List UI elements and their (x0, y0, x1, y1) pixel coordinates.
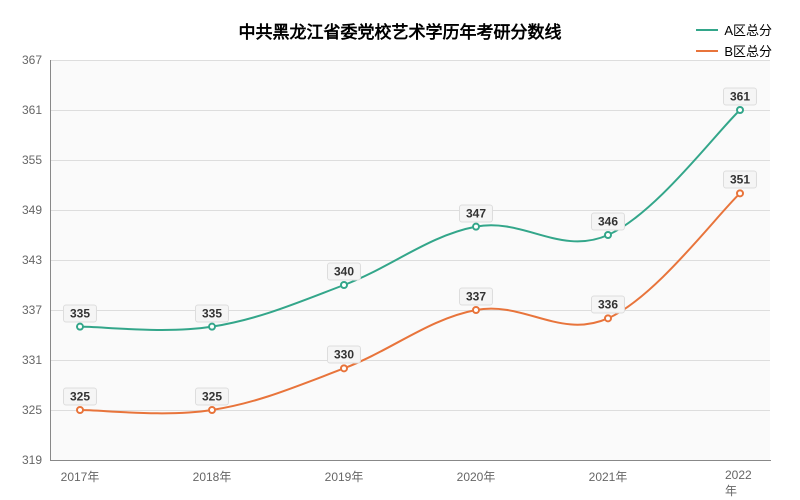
data-label: 336 (591, 296, 625, 314)
y-tick-label: 325 (12, 403, 42, 417)
series-marker (209, 324, 215, 330)
series-marker (737, 190, 743, 196)
data-label: 335 (195, 304, 229, 322)
x-tick-label: 2020年 (457, 468, 496, 485)
x-tick-label: 2019年 (325, 468, 364, 485)
x-tick-label: 2022年 (725, 468, 755, 499)
series-marker (341, 282, 347, 288)
data-label: 330 (327, 346, 361, 364)
legend-label-a: A区总分 (724, 20, 772, 39)
y-tick-label: 355 (12, 153, 42, 167)
series-marker (209, 407, 215, 413)
series-marker (473, 224, 479, 230)
chart-title: 中共黑龙江省委党校艺术学历年考研分数线 (0, 18, 800, 43)
data-label: 347 (459, 204, 493, 222)
legend-item-b: B区总分 (696, 41, 772, 60)
x-tick-label: 2017年 (61, 468, 100, 485)
data-label: 351 (723, 171, 757, 189)
series-marker (605, 315, 611, 321)
data-label: 346 (591, 213, 625, 231)
legend: A区总分 B区总分 (696, 20, 772, 62)
series-marker (605, 232, 611, 238)
legend-label-b: B区总分 (724, 41, 772, 60)
series-marker (473, 307, 479, 313)
y-tick-label: 343 (12, 253, 42, 267)
gridline (50, 460, 770, 461)
y-tick-label: 331 (12, 353, 42, 367)
y-tick-label: 361 (12, 103, 42, 117)
data-label: 335 (63, 304, 97, 322)
y-tick-label: 367 (12, 53, 42, 67)
series-marker (77, 407, 83, 413)
series-line (80, 193, 740, 413)
series-marker (77, 324, 83, 330)
data-label: 325 (63, 388, 97, 406)
y-tick-label: 337 (12, 303, 42, 317)
data-label: 337 (459, 288, 493, 306)
line-layer (50, 60, 770, 460)
legend-swatch-a (696, 29, 718, 31)
y-tick-label: 319 (12, 453, 42, 467)
series-marker (737, 107, 743, 113)
x-tick-label: 2021年 (589, 468, 628, 485)
data-label: 325 (195, 388, 229, 406)
x-tick-label: 2018年 (193, 468, 232, 485)
y-tick-label: 349 (12, 203, 42, 217)
data-label: 340 (327, 263, 361, 281)
legend-item-a: A区总分 (696, 20, 772, 39)
legend-swatch-b (696, 50, 718, 52)
chart-container: 中共黑龙江省委党校艺术学历年考研分数线 A区总分 B区总分 3193253313… (0, 0, 800, 500)
data-label: 361 (723, 88, 757, 106)
series-marker (341, 365, 347, 371)
plot-area: 3193253313373433493553613672017年2018年201… (50, 60, 770, 460)
